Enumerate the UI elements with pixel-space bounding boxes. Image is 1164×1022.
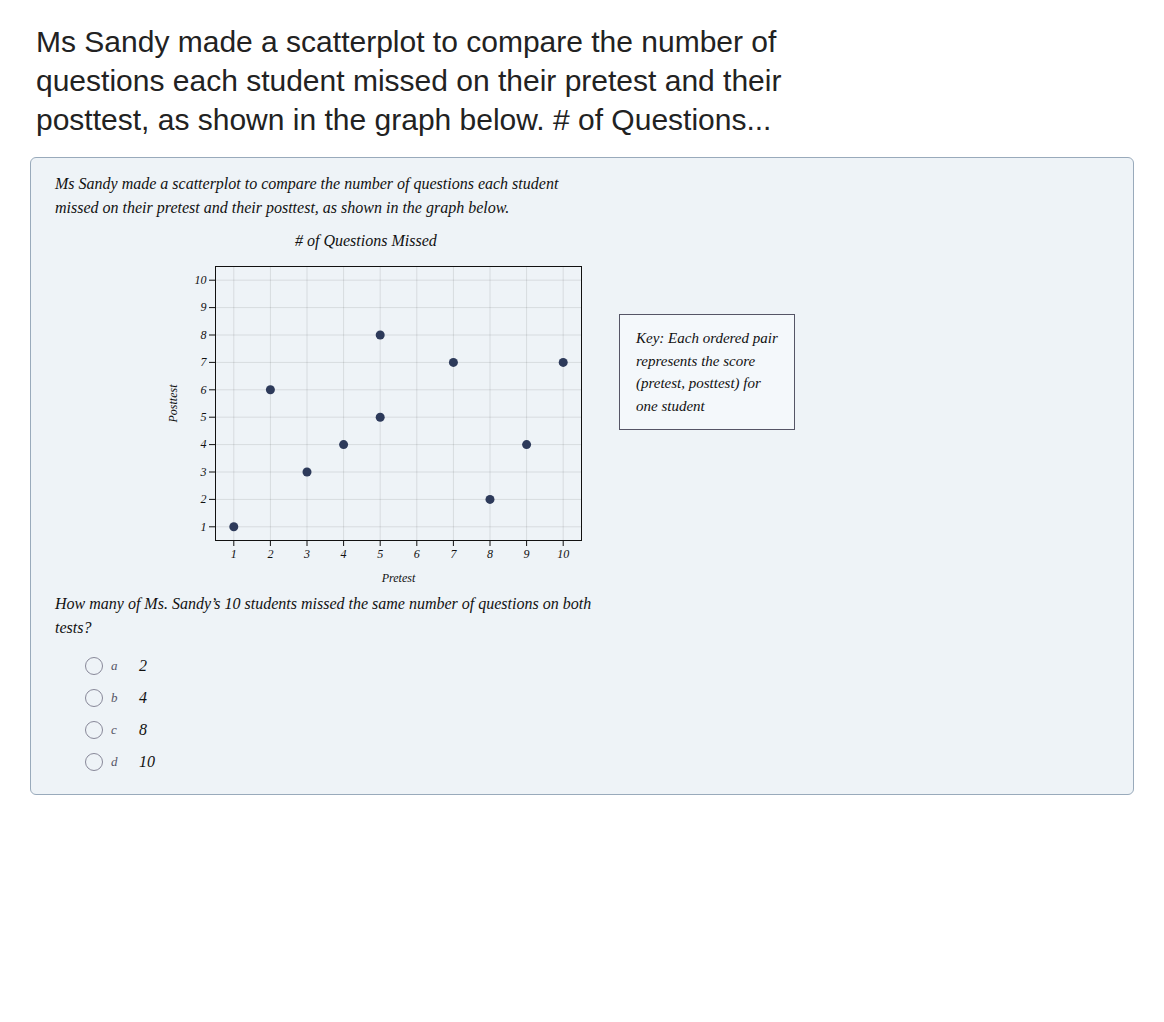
- html-text:10: 10: [139, 753, 155, 770]
- html-text:d: d: [111, 754, 118, 769]
- svg-text:8: 8: [201, 328, 207, 342]
- svg-text:2: 2: [267, 547, 273, 561]
- html-text:# of Questions Missed: # of Questions Missed: [295, 232, 437, 249]
- html-text:How many of Ms. Sandy’s 10 stu: How many of Ms. Sandy’s 10 students miss…: [55, 595, 592, 636]
- svg-text:Pretest: Pretest: [381, 571, 416, 585]
- svg-text:6: 6: [201, 383, 207, 397]
- html-text:a: a: [111, 658, 118, 673]
- svg-text:9: 9: [201, 300, 207, 314]
- html-text:Ms Sandy made a scatterplot to: Ms Sandy made a scatterplot to compare t…: [55, 175, 559, 216]
- svg-text:4: 4: [341, 547, 347, 561]
- svg-text:7: 7: [450, 547, 457, 561]
- svg-text:1: 1: [201, 520, 207, 534]
- html-text:c: c: [111, 722, 117, 737]
- html-text:b: b: [111, 690, 118, 705]
- html-text:Ms Sandy made a scatterplot to: Ms Sandy made a scatterplot to compare t…: [36, 25, 777, 58]
- svg-text:6: 6: [414, 547, 420, 561]
- svg-text:3: 3: [200, 465, 207, 479]
- html-text:4: 4: [139, 689, 147, 706]
- html-text:questions each student missed: questions each student missed on their p…: [36, 64, 782, 97]
- html-text:8: 8: [139, 721, 147, 738]
- svg-text:5: 5: [201, 410, 207, 424]
- svg-text:5: 5: [377, 547, 383, 561]
- svg-text:7: 7: [201, 355, 208, 369]
- svg-text:8: 8: [487, 547, 493, 561]
- html-text:posttest, as shown in the grap: posttest, as shown in the graph below. #…: [36, 103, 772, 136]
- svg-text:Posttest: Posttest: [166, 384, 180, 424]
- html-text:Key: Each ordered pair represe: Key: Each ordered pair represents the sc…: [636, 330, 778, 414]
- html-text:2: 2: [139, 657, 147, 674]
- svg-text:10: 10: [195, 273, 207, 287]
- svg-text:4: 4: [201, 437, 207, 451]
- svg-text:9: 9: [524, 547, 530, 561]
- svg-text:10: 10: [557, 547, 569, 561]
- svg-text:2: 2: [201, 492, 207, 506]
- svg-text:3: 3: [303, 547, 310, 561]
- svg-text:1: 1: [231, 547, 237, 561]
